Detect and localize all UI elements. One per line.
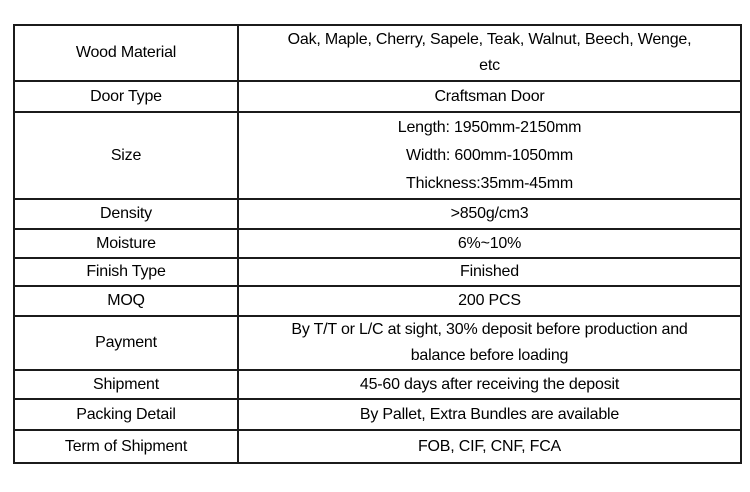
value-line: >850g/cm3 xyxy=(450,205,529,222)
row-value: Finished xyxy=(237,257,742,287)
value-line: 200 PCS xyxy=(458,292,521,309)
row-payment: Payment By T/T or L/C at sight, 30% depo… xyxy=(13,315,742,371)
row-value: 45-60 days after receiving the deposit xyxy=(237,369,742,400)
row-door-type: Door Type Craftsman Door xyxy=(13,80,742,113)
row-label: Size xyxy=(13,111,239,200)
row-moq: MOQ 200 PCS xyxy=(13,285,742,317)
row-density: Density >850g/cm3 xyxy=(13,198,742,230)
row-value: Craftsman Door xyxy=(237,80,742,113)
row-label: Moisture xyxy=(13,228,239,259)
row-label: Wood Material xyxy=(13,24,239,82)
value-line: 6%~10% xyxy=(457,234,522,252)
row-value: FOB, CIF, CNF, FCA xyxy=(237,429,742,464)
value-line: Craftsman Door xyxy=(434,87,545,105)
row-value: By T/T or L/C at sight, 30% deposit befo… xyxy=(237,315,742,371)
row-label: Payment xyxy=(13,315,239,371)
value-line: balance before loading xyxy=(410,347,569,364)
row-value: 200 PCS xyxy=(237,285,742,317)
row-value: By Pallet, Extra Bundles are available xyxy=(237,398,742,431)
value-line: FOB, CIF, CNF, FCA xyxy=(417,437,562,455)
value-line: By Pallet, Extra Bundles are available xyxy=(359,405,620,423)
row-label: Door Type xyxy=(13,80,239,113)
row-packing-detail: Packing Detail By Pallet, Extra Bundles … xyxy=(13,398,742,431)
row-value: Length: 1950mm-2150mm Width: 600mm-1050m… xyxy=(237,111,742,200)
row-finish-type: Finish Type Finished xyxy=(13,257,742,287)
row-label: MOQ xyxy=(13,285,239,317)
row-value: 6%~10% xyxy=(237,228,742,259)
row-label: Density xyxy=(13,198,239,230)
value-line: 45-60 days after receiving the deposit xyxy=(359,375,620,393)
value-line: Length: 1950mm-2150mm xyxy=(397,118,582,136)
value-line: Oak, Maple, Cherry, Sapele, Teak, Walnut… xyxy=(287,31,692,48)
row-value: Oak, Maple, Cherry, Sapele, Teak, Walnut… xyxy=(237,24,742,82)
row-label: Shipment xyxy=(13,369,239,400)
row-size: Size Length: 1950mm-2150mm Width: 600mm-… xyxy=(13,111,742,200)
value-line: etc xyxy=(479,57,500,74)
row-value: >850g/cm3 xyxy=(237,198,742,230)
row-moisture: Moisture 6%~10% xyxy=(13,228,742,259)
value-line: Width: 600mm-1050mm xyxy=(406,146,573,164)
row-label: Term of Shipment xyxy=(13,429,239,464)
row-label: Packing Detail xyxy=(13,398,239,431)
value-line: By T/T or L/C at sight, 30% deposit befo… xyxy=(291,321,688,338)
row-term-of-shipment: Term of Shipment FOB, CIF, CNF, FCA xyxy=(13,429,742,464)
row-label: Finish Type xyxy=(13,257,239,287)
value-line: Thickness:35mm-45mm xyxy=(406,174,573,192)
product-spec-table: Wood Material Oak, Maple, Cherry, Sapele… xyxy=(13,24,742,464)
row-shipment: Shipment 45-60 days after receiving the … xyxy=(13,369,742,400)
row-wood-material: Wood Material Oak, Maple, Cherry, Sapele… xyxy=(13,24,742,82)
value-line: Finished xyxy=(460,263,519,280)
